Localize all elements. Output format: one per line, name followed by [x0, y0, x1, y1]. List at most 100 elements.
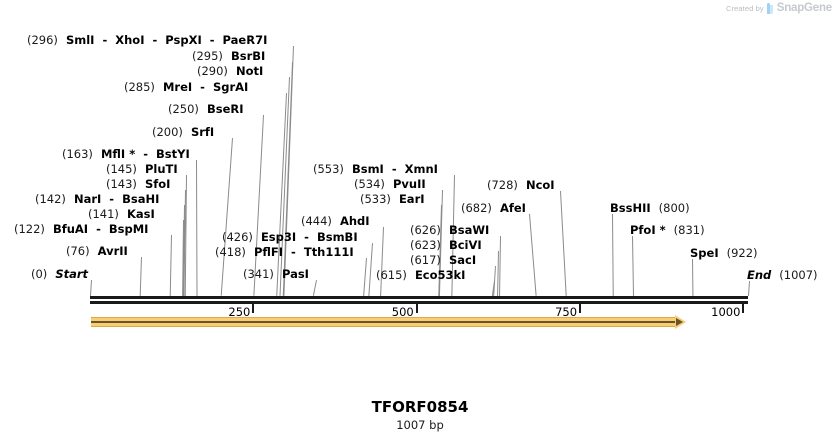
enzyme-name: XmnI	[404, 162, 438, 176]
site-label-mfli[interactable]: (163) MflI * - BstYI	[62, 148, 190, 160]
separator	[253, 230, 261, 244]
site-label-bsshii[interactable]: BssHII (800)	[610, 202, 690, 214]
site-label-kasi[interactable]: (141) KasI	[88, 208, 155, 220]
site-label-srfi[interactable]: (200) SrfI	[152, 126, 214, 138]
enzyme-name: BsmBI	[316, 230, 358, 244]
site-label-afei[interactable]: (682) AfeI	[461, 202, 526, 214]
enzyme-name: XhoI	[115, 33, 145, 47]
enzyme-group: AhdI	[340, 214, 370, 228]
enzyme-group: BciVI	[449, 238, 482, 252]
enzyme-name: SfoI	[144, 177, 171, 191]
site-label-pvuii[interactable]: (534) PvuII	[354, 178, 426, 190]
site-label-pfoi[interactable]: PfoI * (831)	[630, 224, 705, 236]
site-label-pflfi[interactable]: (418) PflFI - Tth111I	[215, 246, 354, 258]
enzyme-group: NarI - BsaHI	[74, 192, 159, 206]
site-label-pasi[interactable]: (341) PasI	[243, 268, 309, 280]
ruler-tick-label: 750	[555, 305, 578, 319]
site-position: (615)	[376, 268, 407, 282]
enzyme-name: PvuII	[392, 177, 426, 191]
enzyme-group: NotI	[236, 64, 263, 78]
site-label-bsmi[interactable]: (553) BsmI - XmnI	[313, 163, 438, 175]
site-label-avrii[interactable]: (76) AvrII	[66, 245, 128, 257]
site-position: (285)	[124, 80, 155, 94]
site-label-smli[interactable]: (296) SmlI - XhoI - PspXI - PaeR7I	[27, 34, 267, 46]
separator	[719, 246, 727, 260]
leader-line	[363, 258, 367, 297]
site-label-end[interactable]: End (1007)	[747, 269, 818, 281]
site-label-eari[interactable]: (533) EarI	[360, 193, 425, 205]
site-label-spei[interactable]: SpeI (922)	[690, 247, 758, 259]
separator: -	[283, 245, 304, 259]
separator	[45, 222, 53, 236]
site-position: (553)	[313, 162, 344, 176]
site-position: (142)	[35, 192, 66, 206]
enzyme-name: End	[747, 268, 772, 282]
site-position: (426)	[222, 230, 253, 244]
enzyme-group: KasI	[127, 207, 155, 221]
enzyme-group: BfuAI - BspMI	[53, 222, 149, 236]
enzyme-group: SfoI	[145, 177, 170, 191]
ambiguous-site-asterisk-icon: *	[655, 223, 666, 237]
enzyme-name: BfuAI	[52, 222, 89, 236]
site-label-ncoi[interactable]: (728) NcoI	[487, 179, 555, 191]
leader-line	[220, 138, 233, 297]
separator	[137, 177, 145, 191]
separator	[274, 267, 282, 281]
site-label-nari[interactable]: (142) NarI - BsaHI	[35, 193, 159, 205]
ruler-tick	[579, 304, 582, 313]
enzyme-name: BspMI	[108, 222, 149, 236]
site-position: (341)	[243, 267, 274, 281]
separator	[183, 125, 191, 139]
separator: -	[201, 33, 223, 47]
site-label-bseri[interactable]: (250) BseRI	[168, 103, 244, 115]
leader-line	[312, 280, 317, 297]
site-position: (250)	[168, 102, 199, 116]
separator: -	[296, 230, 317, 244]
sequence-length-label: 1007 bp	[396, 418, 444, 432]
separator: -	[192, 80, 213, 94]
enzyme-name: PspXI	[165, 33, 202, 47]
enzyme-group: BsmI - XmnI	[352, 162, 438, 176]
separator	[199, 102, 207, 116]
site-label-mrei[interactable]: (285) MreI - SgrAI	[124, 81, 248, 93]
enzyme-name: MflI	[100, 147, 126, 161]
enzyme-name: PflFI	[253, 245, 284, 259]
site-position: (200)	[152, 125, 183, 139]
site-position: (418)	[215, 245, 246, 259]
enzyme-name: PluTI	[144, 162, 178, 176]
enzyme-group: Esp3I - BsmBI	[261, 230, 358, 244]
enzyme-name: NotI	[235, 64, 264, 78]
site-label-bcivi[interactable]: (623) BciVI	[410, 239, 482, 251]
site-label-eco53ki[interactable]: (615) Eco53kI	[376, 269, 465, 281]
site-position: (295)	[192, 49, 223, 63]
enzyme-group: BseRI	[207, 102, 244, 116]
site-label-saci[interactable]: (617) SacI	[410, 254, 476, 266]
ruler-tick-label: 1000	[711, 305, 741, 319]
site-label-sfoi[interactable]: (143) SfoI	[106, 178, 170, 190]
site-label-noti[interactable]: (290) NotI	[197, 65, 263, 77]
site-position: (76)	[66, 244, 90, 258]
enzyme-name: BstYI	[156, 147, 190, 161]
site-label-ahdi[interactable]: (444) AhdI	[301, 215, 370, 227]
enzyme-name: BsaHI	[122, 192, 160, 206]
separator	[441, 253, 449, 267]
enzyme-group: BssHII	[610, 201, 651, 215]
separator	[344, 162, 352, 176]
leader-line	[632, 235, 634, 296]
leader-line	[529, 213, 537, 296]
site-label-pluti[interactable]: (145) PluTI	[106, 163, 178, 175]
site-position: (145)	[106, 162, 137, 176]
site-label-start[interactable]: (0) Start	[31, 268, 88, 280]
enzyme-name: Tth111I	[303, 245, 354, 259]
separator: -	[94, 33, 116, 47]
separator	[155, 80, 163, 94]
site-label-bfuai[interactable]: (122) BfuAI - BspMI	[14, 223, 148, 235]
leader-line	[368, 243, 373, 297]
site-label-esp3i[interactable]: (426) Esp3I - BsmBI	[222, 231, 358, 243]
site-position: (1007)	[779, 268, 818, 282]
enzyme-group: EarI	[399, 192, 425, 206]
enzyme-name: BciVI	[448, 238, 482, 252]
site-label-bsrbi[interactable]: (295) BsrBI	[192, 50, 265, 62]
site-label-bsawi[interactable]: (626) BsaWI	[410, 224, 489, 236]
leader-line	[692, 258, 694, 296]
